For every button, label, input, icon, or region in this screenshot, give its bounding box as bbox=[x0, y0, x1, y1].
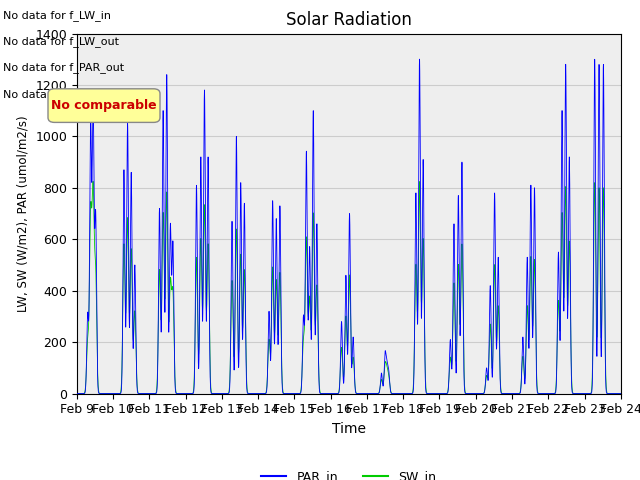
Text: No data for f_LW_in: No data for f_LW_in bbox=[3, 10, 111, 21]
Line: SW_in: SW_in bbox=[77, 181, 621, 394]
SW_in bbox=[89, 179, 97, 184]
Line: PAR_in: PAR_in bbox=[77, 59, 621, 394]
PAR_in bbox=[415, 56, 423, 62]
Text: No data for f_PAR_out: No data for f_PAR_out bbox=[3, 62, 124, 73]
PAR_in bbox=[73, 391, 81, 396]
Text: No comparable: No comparable bbox=[51, 99, 157, 112]
PAR_in bbox=[358, 391, 366, 396]
SW_in bbox=[358, 391, 366, 396]
Y-axis label: LW, SW (W/m2), PAR (umol/m2/s): LW, SW (W/m2), PAR (umol/m2/s) bbox=[17, 115, 29, 312]
SW_in bbox=[617, 391, 625, 396]
SW_in bbox=[73, 391, 81, 396]
SW_in bbox=[303, 239, 310, 245]
PAR_in bbox=[617, 391, 625, 396]
Text: No data for f_SW_out: No data for f_SW_out bbox=[3, 89, 121, 100]
Legend: PAR_in, SW_in: PAR_in, SW_in bbox=[257, 465, 441, 480]
SW_in bbox=[474, 391, 481, 396]
PAR_in bbox=[89, 99, 97, 105]
PAR_in bbox=[400, 391, 408, 396]
Text: No data for f_LW_out: No data for f_LW_out bbox=[3, 36, 119, 47]
SW_in bbox=[108, 391, 116, 396]
PAR_in bbox=[474, 391, 481, 396]
SW_in bbox=[400, 391, 408, 396]
Title: Solar Radiation: Solar Radiation bbox=[286, 11, 412, 29]
X-axis label: Time: Time bbox=[332, 422, 366, 436]
SW_in bbox=[89, 180, 97, 185]
PAR_in bbox=[303, 160, 310, 166]
PAR_in bbox=[108, 391, 116, 396]
